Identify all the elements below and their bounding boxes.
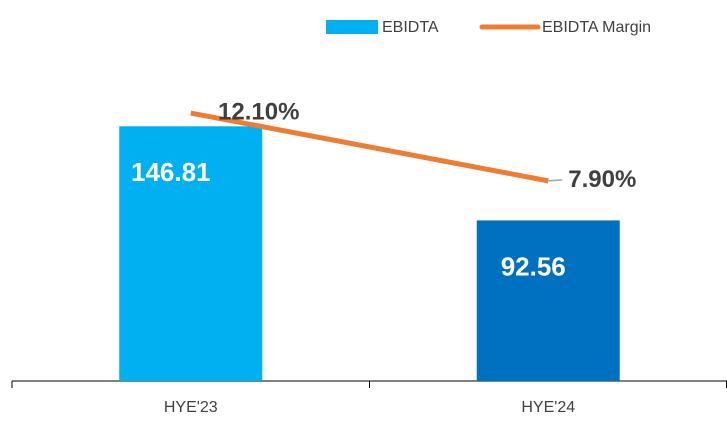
legend-swatch	[326, 20, 378, 34]
bar-value-label: 92.56	[501, 251, 566, 281]
bar-value-label: 146.81	[131, 157, 211, 187]
legend-label: EBIDTA Margin	[542, 19, 651, 36]
line-value-label: 12.10%	[218, 98, 299, 125]
leader-line	[548, 179, 563, 182]
bar	[476, 220, 620, 381]
legend-label: EBIDTA	[382, 19, 439, 36]
bar	[119, 126, 263, 381]
line-value-label: 7.90%	[568, 166, 636, 193]
x-tick-label: HYE'24	[521, 399, 575, 416]
line	[190, 110, 549, 184]
x-tick-label: HYE'23	[164, 399, 218, 416]
